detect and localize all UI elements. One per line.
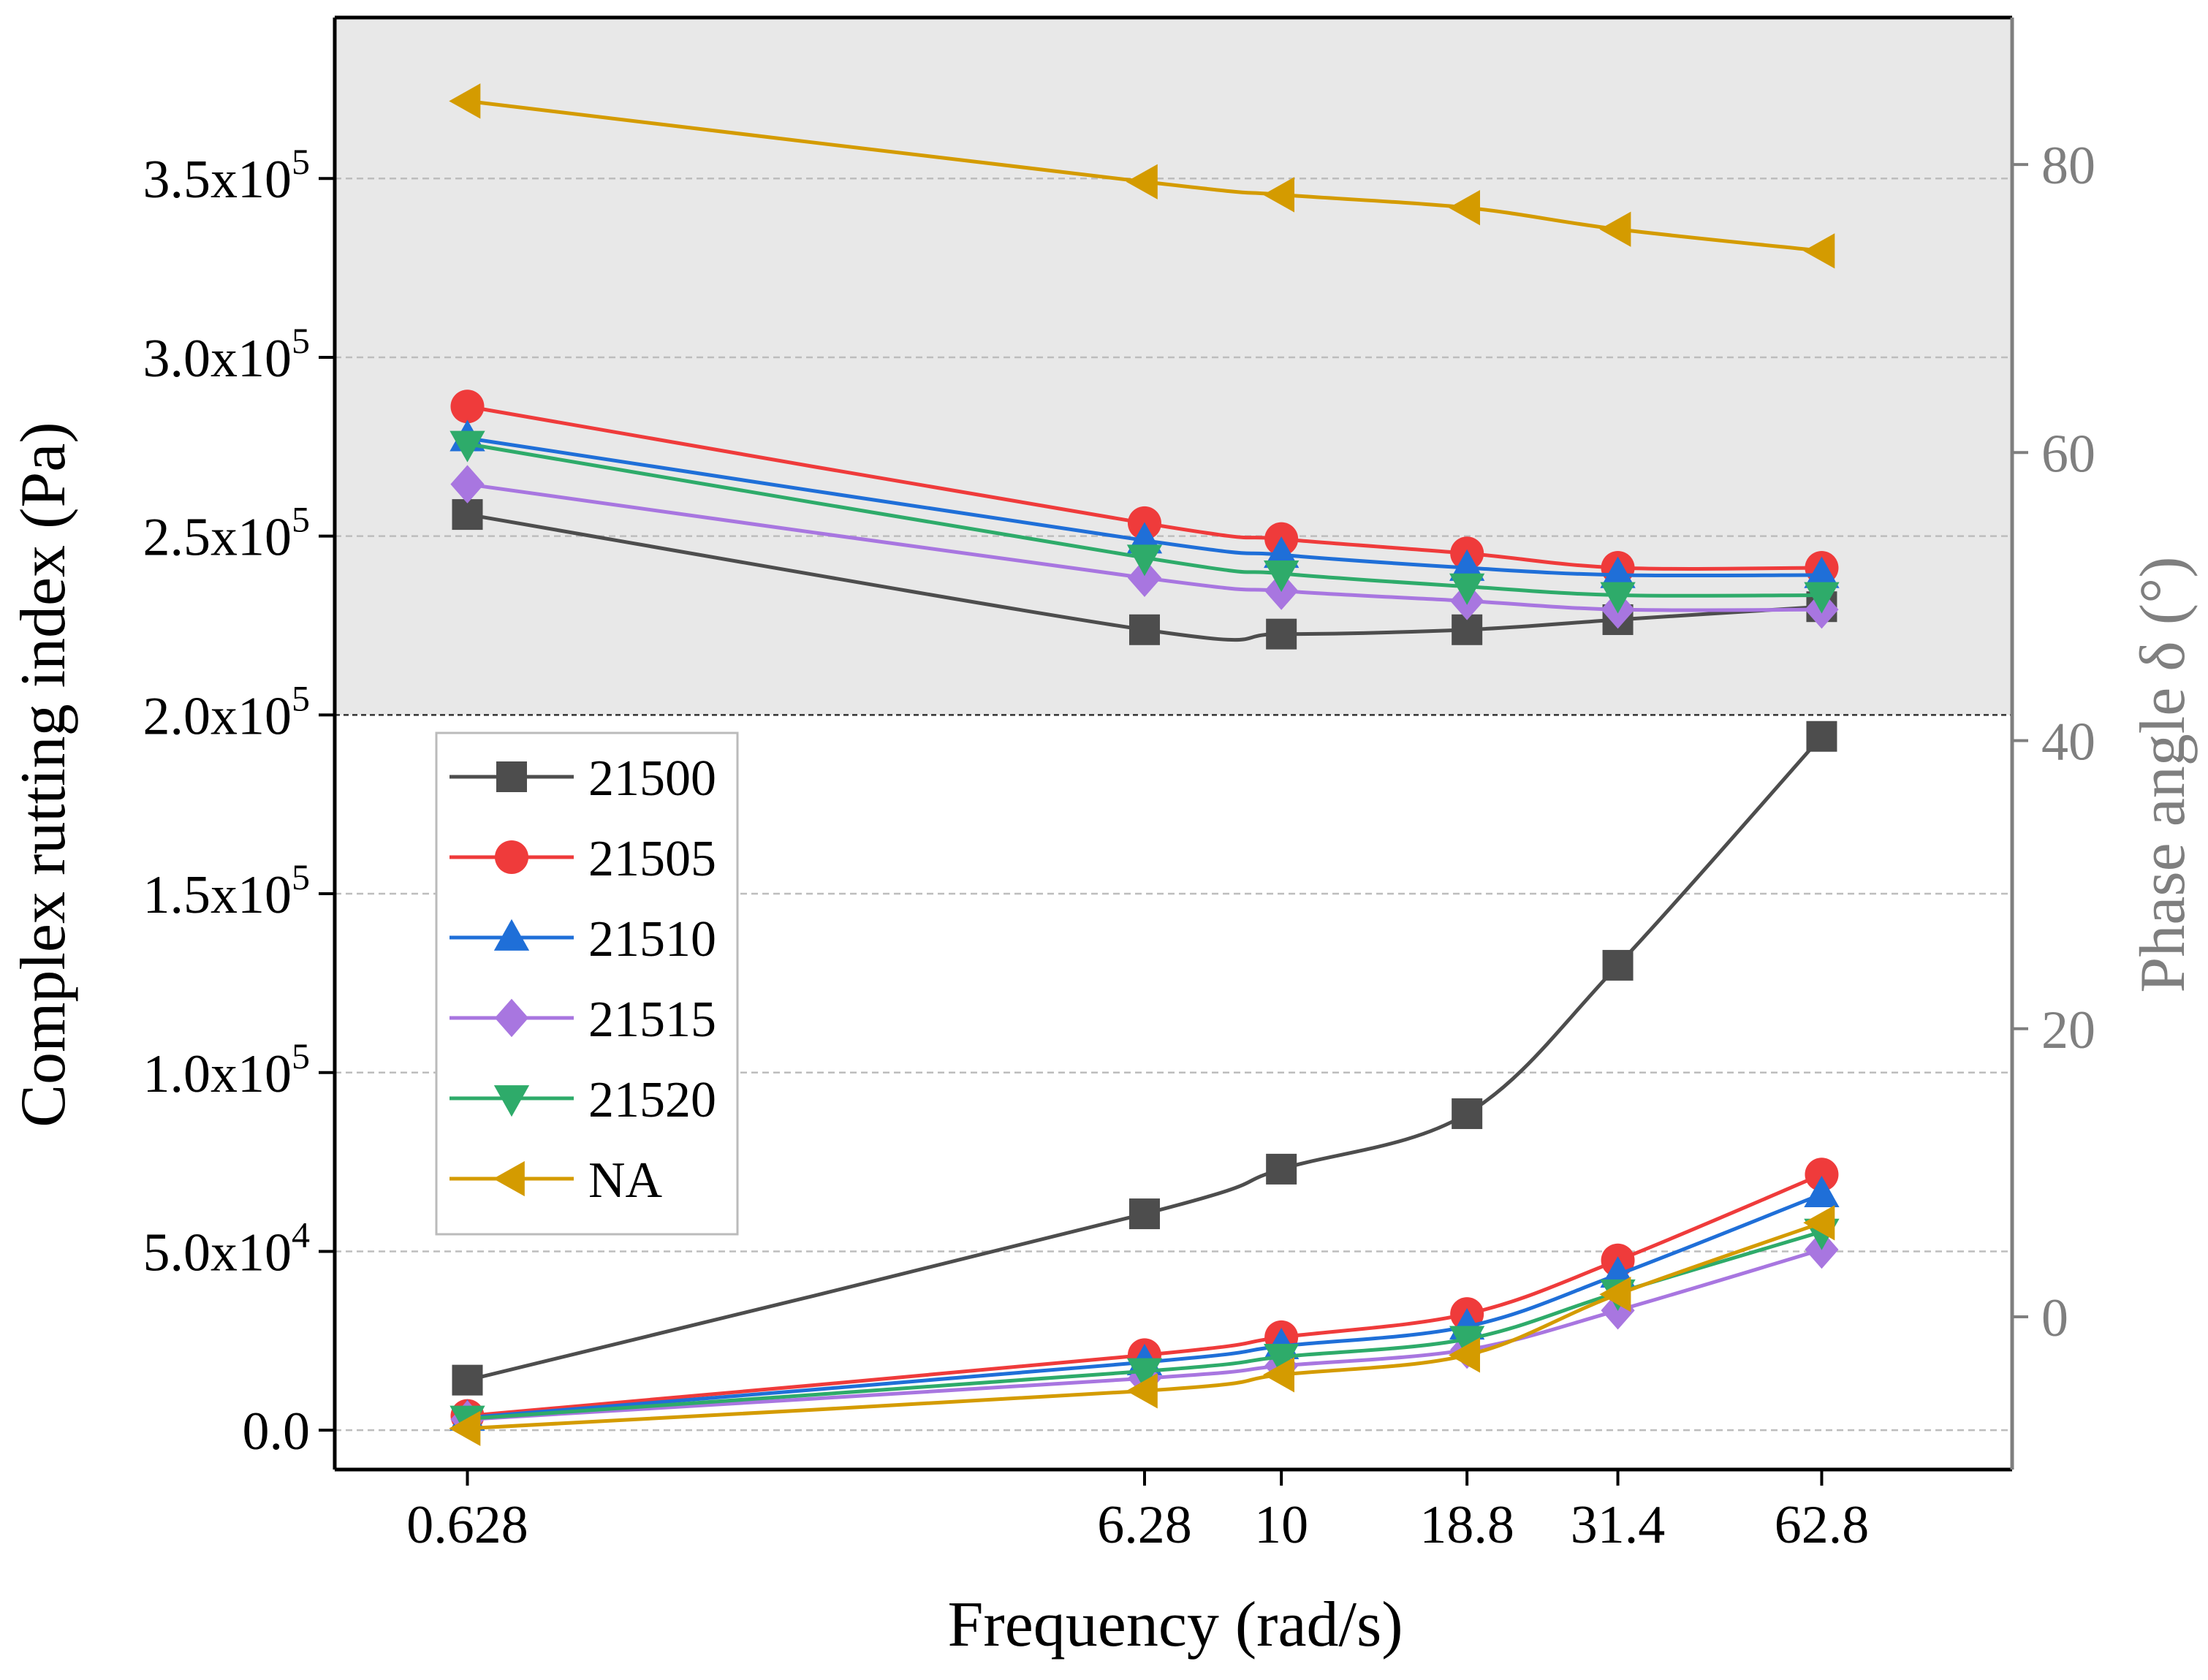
legend-label: 21505 (588, 831, 716, 887)
phase-angle-point (1127, 558, 1162, 598)
right-tick-label: 60 (2041, 424, 2095, 484)
legend-swatch-marker (493, 1085, 530, 1117)
rutting-index-point (1126, 1373, 1158, 1409)
legend-label: 21515 (588, 992, 716, 1048)
right-tick-label: 0 (2041, 1288, 2068, 1348)
phase-angle-point (1128, 614, 1160, 645)
legend-swatch-marker (495, 840, 528, 874)
phase-angle-point (1126, 164, 1158, 199)
rutting-index-point (1264, 1343, 1300, 1376)
series-layer (449, 83, 1840, 1446)
background-layer (335, 18, 2012, 716)
left-tick-label: 0.0 (243, 1402, 311, 1462)
x-axis-title: Frequency (rad/s) (947, 1589, 1403, 1660)
rutting-index-point (1602, 949, 1634, 981)
shaded-region (335, 18, 2012, 715)
axes-layer: 0.0 5.0x104 1.0x105 1.5x105 2.0x105 2.5x105 3.… (143, 15, 2095, 1555)
phase-angle-point (1599, 211, 1631, 247)
rutting-index-point (1266, 1153, 1297, 1185)
x-tick-label: 6.28 (1097, 1495, 1192, 1555)
phase-angle-point (1126, 544, 1163, 577)
phase-angle-point (1262, 177, 1295, 213)
legend-swatch-marker (494, 998, 529, 1038)
phase-angle-point (1264, 560, 1300, 593)
x-tick-label: 18.8 (1419, 1495, 1514, 1555)
phase-angle-point (1264, 536, 1300, 569)
phase-angle-point (449, 430, 485, 463)
phase-angle-point (1449, 549, 1485, 581)
left-tick-label: 1.5x105 (143, 856, 311, 925)
phase-angle-point (1804, 582, 1840, 614)
rutting-index-point (1126, 1358, 1163, 1390)
left-tick-label: 2.5x105 (143, 499, 311, 568)
x-tick-label: 10 (1254, 1495, 1308, 1555)
y-axis-title-right: Phase angle δ (°) (2128, 556, 2198, 992)
left-tick-label: 1.0x105 (143, 1035, 311, 1104)
right-tick-label: 40 (2041, 712, 2095, 772)
rutting-index-point (1448, 1337, 1481, 1373)
rutting-index-point (1452, 1098, 1483, 1130)
rutting-index-point (1805, 1158, 1839, 1192)
phase-angle-point (1600, 582, 1636, 614)
rutting-index-point (1803, 1205, 1835, 1241)
phase-angle-point (452, 499, 483, 531)
phase-angle-point (1804, 556, 1840, 588)
legend: 21500 21505 21510 21515 21520 NA (435, 731, 739, 1236)
legend-swatch-marker (496, 761, 527, 792)
legend-swatch-marker (493, 1160, 525, 1197)
phase-angle-point (450, 465, 485, 503)
rutting-index-point (1262, 1357, 1295, 1393)
rutting-index-point (1804, 1175, 1840, 1208)
y-axis-title-left: Complex rutting index (Pa) (8, 422, 79, 1127)
phase-angle-point (1449, 573, 1485, 605)
rutting-index-point (1806, 721, 1837, 752)
rutting-index-line (466, 735, 1824, 1383)
phase-angle-point (1448, 190, 1481, 226)
rutting-index-point (1128, 1198, 1160, 1230)
rutting-index-point (452, 1364, 483, 1396)
series-na (449, 83, 1835, 1446)
legend-label: NA (588, 1152, 663, 1209)
left-tick-label: 3.5x105 (143, 141, 311, 210)
legend-label: 21510 (588, 911, 716, 968)
phase-angle-point (450, 389, 485, 424)
phase-angle-point (449, 83, 481, 119)
legend-label: 21500 (588, 750, 716, 807)
rutting-index-point (1599, 1277, 1631, 1312)
legend-box (435, 731, 739, 1236)
legend-swatch-marker (493, 919, 530, 951)
left-tick-label: 2.0x105 (143, 677, 311, 746)
left-tick-label: 3.0x105 (143, 320, 311, 389)
rutting-index-point (1449, 1326, 1485, 1358)
x-tick-label: 31.4 (1571, 1495, 1666, 1555)
x-tick-label: 62.8 (1775, 1495, 1870, 1555)
right-tick-label: 80 (2041, 136, 2095, 196)
right-tick-label: 20 (2041, 1000, 2095, 1060)
legend-label: 21520 (588, 1072, 716, 1128)
left-tick-label: 5.0x104 (143, 1214, 311, 1282)
rutting-index-point (449, 1410, 481, 1446)
phase-angle-point (1803, 233, 1835, 269)
phase-angle-point (1266, 618, 1297, 650)
phase-angle-point (1600, 556, 1636, 588)
x-tick-label: 0.628 (406, 1495, 528, 1555)
